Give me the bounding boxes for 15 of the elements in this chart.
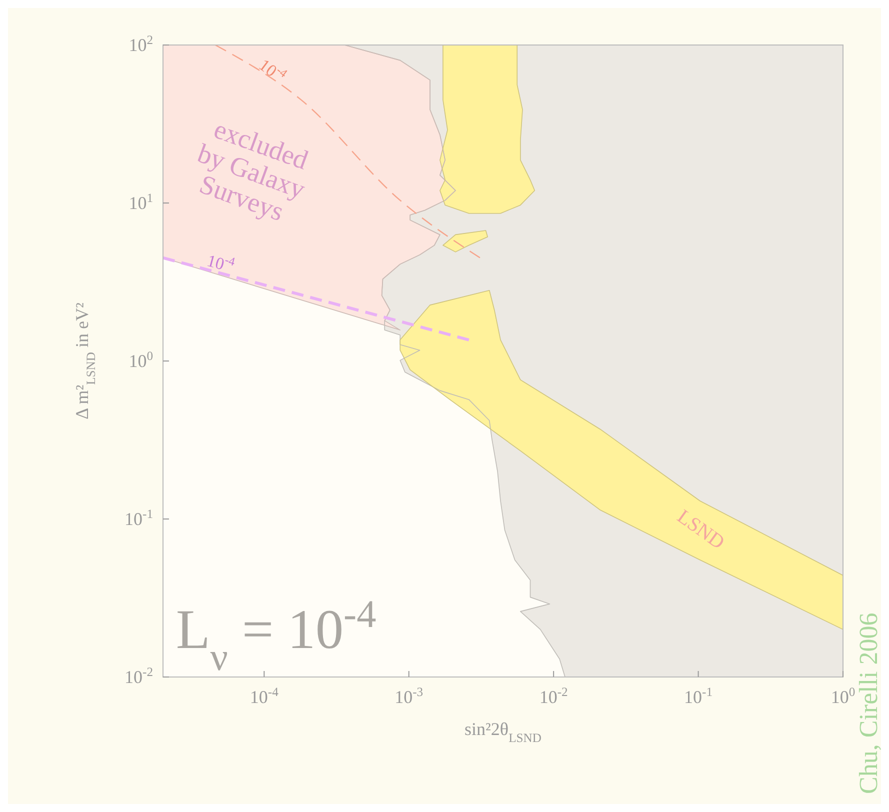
x-tick-label: 10$^{-2}$ [539, 685, 568, 707]
annotation: L$_{ν}$ = 10$^{-4}$ [176, 592, 376, 678]
x-tick-label: 10$^{-4}$ [250, 685, 280, 707]
x-tick-label: 10$^{-1}$ [684, 685, 713, 707]
y-tick-label: 10$^{-1}$ [124, 507, 153, 529]
y-tick-label: 10$^{1}$ [128, 191, 153, 213]
annotation: 10$^{-4}$ [204, 251, 237, 274]
y-tick-label: 10$^{2}$ [128, 33, 153, 55]
x-tick-label: 10$^{-3}$ [394, 685, 424, 707]
text: Chu, Cirelli 2006 [854, 612, 883, 794]
y-tick-label: 10$^{0}$ [128, 349, 153, 371]
x-axis-title: sin²2θ$_{LSND}$ [464, 719, 542, 745]
annotation: excluded by Galaxy Surveys [194, 114, 312, 227]
x-tick-label: 10$^{0}$ [830, 685, 856, 707]
y-tick-label: 10$^{-2}$ [124, 665, 153, 687]
